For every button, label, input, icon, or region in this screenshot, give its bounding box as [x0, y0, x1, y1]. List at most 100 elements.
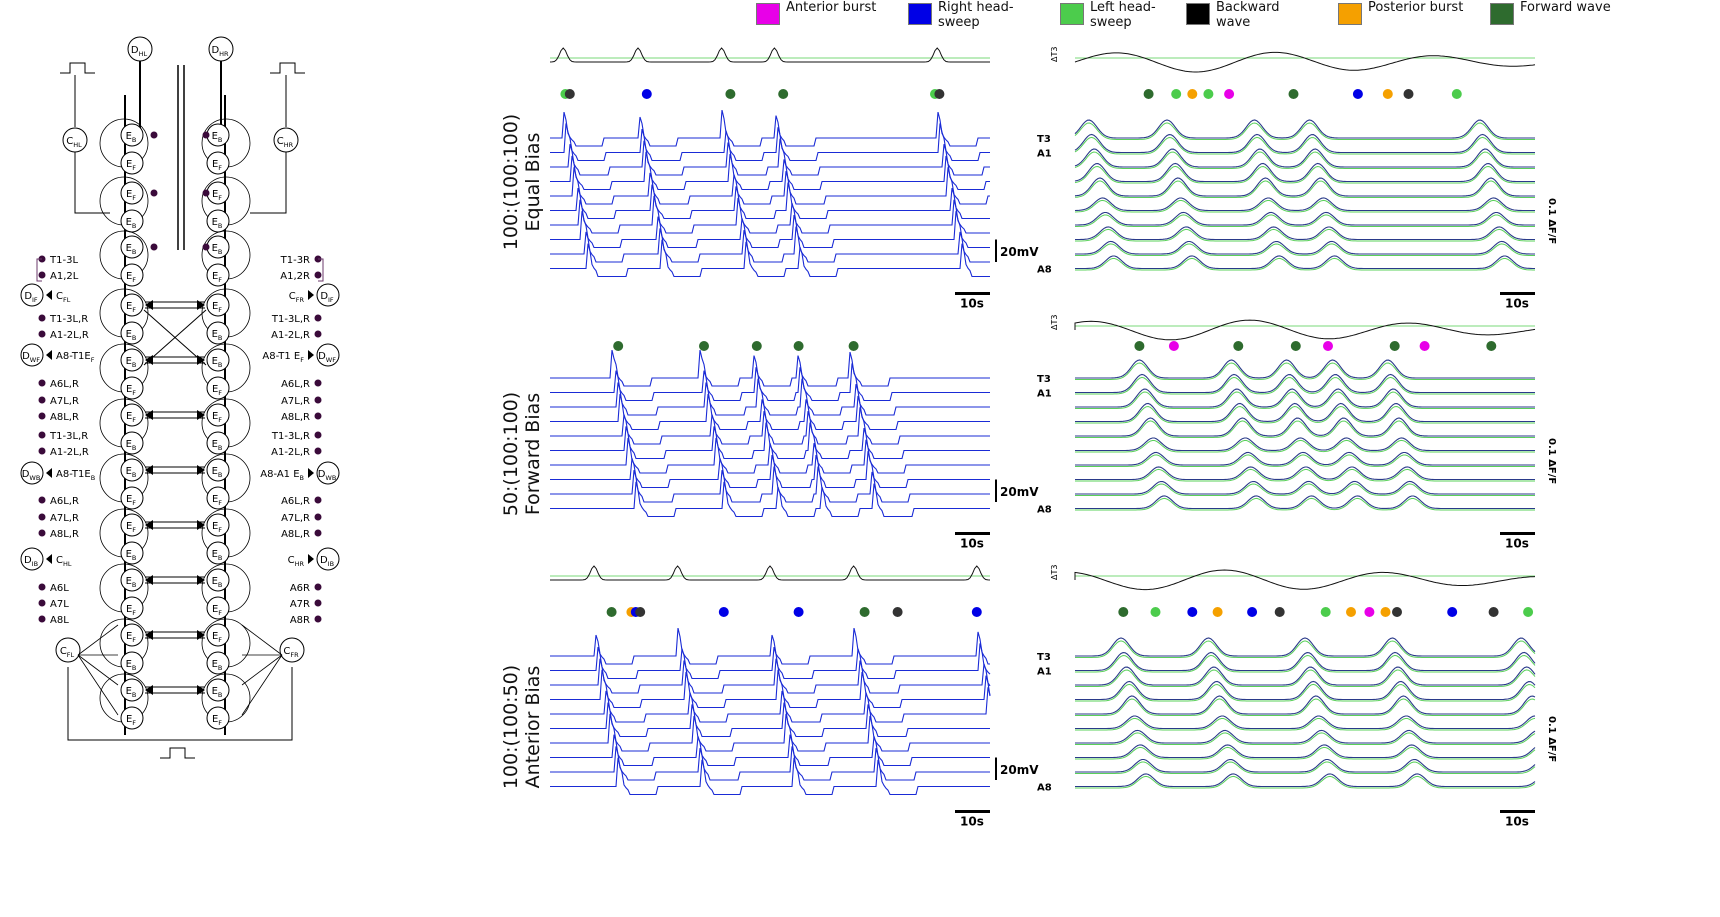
trace-label-a1: A1 — [1037, 389, 1052, 400]
time-scale-label: 10s — [960, 537, 984, 551]
event-dot — [1274, 607, 1285, 617]
side-text-right: A8R — [290, 615, 310, 626]
node-eb — [120, 123, 144, 147]
node-ef-label: EF — [212, 271, 222, 284]
node-ef — [206, 513, 230, 537]
trace-line — [550, 466, 990, 503]
event-dot — [564, 89, 575, 99]
side-target-left: CFL — [56, 291, 71, 304]
event-dot — [1187, 89, 1198, 99]
node-ef-label: EF — [126, 714, 136, 727]
trace-green — [1075, 683, 1536, 702]
time-scale-label: 10s — [1505, 815, 1529, 829]
legend-swatch — [1338, 3, 1362, 25]
event-dot — [1150, 607, 1161, 617]
trace-label-a8: A8 — [1037, 505, 1052, 516]
synapse-dot — [150, 131, 158, 139]
side-text-right: A7L,R — [281, 513, 310, 524]
side-text-left: A7L,R — [50, 396, 79, 407]
inhibit-arrow — [197, 685, 205, 695]
node-eb-label: EB — [126, 243, 137, 256]
node-ef-label: EF — [212, 189, 222, 202]
node-ef-label: EF — [212, 631, 222, 644]
trace-green — [1074, 136, 1535, 155]
link — [241, 654, 283, 686]
node-d-left-label: DWF — [22, 351, 40, 364]
event-dot — [635, 607, 646, 617]
synapse-dot — [38, 431, 46, 439]
link — [74, 152, 110, 214]
event-dot — [1212, 607, 1223, 617]
synapse-dot — [38, 314, 46, 322]
voltage-scale-label: 20mV — [1000, 245, 1039, 259]
synapse-dot — [314, 615, 322, 623]
trace-line — [1075, 480, 1535, 495]
event-dot — [1486, 341, 1497, 351]
inhibit-arrow — [145, 520, 153, 530]
event-dot — [859, 607, 870, 617]
trace-green — [1075, 732, 1536, 745]
node-d-right-label: DIB — [320, 555, 334, 568]
event-dot — [725, 89, 736, 99]
trace-line — [1075, 744, 1536, 759]
delta-trace — [550, 47, 990, 63]
side-text-right: A6L,R — [281, 496, 310, 507]
node-ef-label: EF — [126, 159, 136, 172]
trace-line — [550, 669, 991, 709]
side-text-right: T1-3L,R — [271, 314, 310, 325]
node-eb — [120, 678, 144, 702]
event-dot — [1403, 89, 1414, 99]
trace-green — [1075, 228, 1535, 242]
node-ef-label: EF — [126, 271, 136, 284]
synapse-dot — [314, 412, 322, 420]
inhibit-arrow — [145, 465, 153, 475]
trace-line — [1074, 162, 1535, 183]
node-ef — [120, 513, 144, 537]
trace-line — [550, 349, 990, 387]
side-text-left: A1-2L,R — [50, 447, 89, 458]
synapse-dot — [38, 396, 46, 404]
trace-line — [1075, 680, 1536, 701]
event-dot — [1290, 341, 1301, 351]
trace-line — [550, 182, 990, 220]
event-dot — [1247, 607, 1258, 617]
event-dot — [606, 607, 617, 617]
side-text-left: A7L — [50, 599, 69, 610]
event-dot — [1419, 341, 1430, 351]
trace-line — [550, 151, 990, 191]
trace-green — [1075, 698, 1536, 716]
node-eb-label: EB — [126, 356, 137, 369]
arrow-icon — [46, 290, 52, 300]
trace-green — [1075, 214, 1535, 227]
trace-green — [1074, 199, 1535, 213]
trace-line — [550, 422, 990, 460]
node-ef-label: EF — [212, 604, 222, 617]
trace-line — [1075, 255, 1535, 270]
delta-label: ΔT3 — [1050, 315, 1059, 330]
event-dot — [1392, 607, 1402, 617]
arrow-icon — [308, 468, 314, 478]
node-eb — [206, 431, 230, 455]
node-ef — [206, 403, 230, 427]
event-dot — [793, 341, 804, 351]
legend-label: Posterior burst — [1368, 0, 1464, 15]
side-text-right: A1,2R — [280, 271, 310, 282]
synapse-dot — [314, 529, 322, 537]
node-d-right — [316, 283, 340, 307]
node-d-right-label: DWB — [318, 469, 337, 482]
synapse-dot — [314, 431, 322, 439]
event-dot — [1346, 607, 1356, 617]
inhibit-arrow — [145, 575, 153, 585]
link — [77, 654, 119, 686]
legend-label: Backward wave — [1216, 0, 1280, 30]
event-dot — [1224, 89, 1235, 99]
node-eb-label: EB — [126, 439, 137, 452]
trace-line — [1075, 495, 1535, 510]
node-d-left — [20, 461, 44, 485]
node-eb-label: EB — [126, 329, 137, 342]
node-d-left-label: DIB — [24, 555, 38, 568]
node-ef-label: EF — [126, 384, 136, 397]
node-ef — [120, 293, 144, 317]
link — [241, 624, 283, 656]
trace-line — [550, 627, 990, 665]
